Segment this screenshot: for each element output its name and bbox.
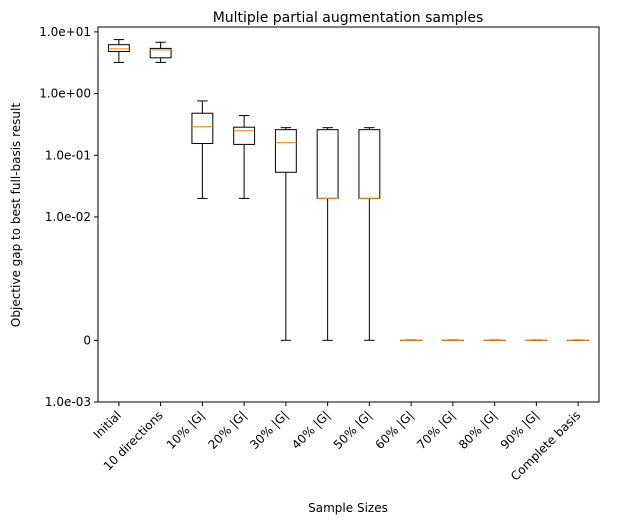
box-body [149,47,172,59]
box-body [233,126,256,145]
plot-area-frame [97,26,600,403]
x-tick-label: 70% |G| [414,408,458,452]
x-tick-label: 50% |G| [331,408,375,452]
box-body [107,44,130,53]
x-tick-label: 30% |G| [247,408,291,452]
x-tick-label: 60% |G| [372,408,416,452]
x-tick-label: Initial [91,408,124,441]
box-body [274,129,297,173]
box-4 [233,115,256,199]
x-tick-label: 20% |G| [205,408,249,452]
x-tick-label: 40% |G| [289,408,333,452]
box-body [191,112,214,145]
y-tick-label: 0 [83,333,91,347]
x-tick-label: 80% |G| [456,408,500,452]
y-tick-label: 1.0e-01 [45,148,91,162]
y-axis: 1.0e+01 1.0e+00 1.0e-01 1.0e-02 0 1.0e-03 [39,25,98,409]
box-6 [316,127,339,341]
box-2 [149,41,172,63]
x-tick-label: 10% |G| [164,408,208,452]
y-tick-label: 1.0e+01 [39,25,91,39]
y-tick-label: 1.0e-03 [45,395,91,409]
x-axis-label: Sample Sizes [308,501,388,515]
box-body [358,129,381,199]
box-1 [107,39,130,63]
chart-marks [107,39,590,341]
box-3 [191,100,214,199]
box-body [316,129,339,199]
box-5 [274,127,297,341]
y-tick-label: 1.0e-02 [45,210,91,224]
box-7 [358,127,381,341]
y-axis-label: Objective gap to best full-basis result [9,103,23,327]
chart-title: Multiple partial augmentation samples [213,10,484,26]
y-tick-label: 1.0e+00 [39,87,91,101]
